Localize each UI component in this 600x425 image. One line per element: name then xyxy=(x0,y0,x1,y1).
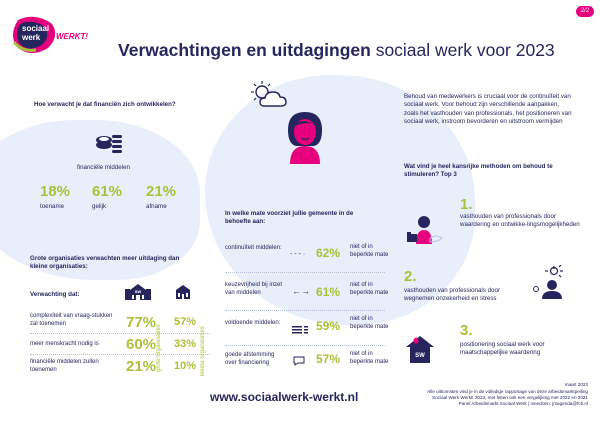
stat-afname: 21% afname xyxy=(146,183,186,211)
stat-gelijk: 61% gelijk xyxy=(92,183,132,211)
large-building-icon: SW xyxy=(125,284,151,305)
needs-row-label: voldoende middelen: xyxy=(225,320,281,326)
retention-item-text: positionering sociaal werk voor maatscha… xyxy=(460,341,545,357)
stat-toename: 18% toename xyxy=(40,183,80,211)
divider xyxy=(225,272,385,273)
dashed-line-icon: - - - · xyxy=(290,251,306,258)
divider xyxy=(30,354,210,355)
needs-row-note: niet of in beperkte mate xyxy=(350,244,389,258)
orgs-row-label: meer menskracht nodig is xyxy=(30,341,99,347)
retention-item-text: vasthouden van professionals door wegnem… xyxy=(404,287,500,303)
logo-text-sociaal: sociaal xyxy=(22,24,50,33)
stat-value: 61% xyxy=(92,183,123,200)
orgs-row-label: financiële middelen zullen toenemen xyxy=(30,359,99,373)
needs-row-note: niet of in beperkte mate xyxy=(350,316,389,330)
orgs-row-big: 77% xyxy=(126,314,157,331)
needs-row-value: 59% xyxy=(316,319,341,333)
needs-row-label: goede afstemming over financiering xyxy=(225,352,275,366)
speech-bubble-icon xyxy=(293,353,305,371)
retention-question: Wat vind je heel kansrijke methoden om b… xyxy=(404,163,553,179)
needs-row-note: niet of in beperkte mate xyxy=(350,351,389,365)
divider xyxy=(225,310,385,311)
stat-label: toename xyxy=(40,203,65,210)
divider xyxy=(225,345,385,346)
orgs-row-big: 60% xyxy=(126,336,157,353)
orgs-row-small: 57% xyxy=(174,316,197,328)
needs-row-value: 62% xyxy=(316,246,341,260)
needs-question: In welke mate voorziet jullie gemeente i… xyxy=(225,210,354,226)
retention-rank: 3. xyxy=(460,322,473,339)
footer-url[interactable]: www.sociaalwerk-werkt.nl xyxy=(210,390,359,404)
coins-icon xyxy=(95,132,123,159)
retention-rank: 1. xyxy=(460,196,473,213)
logo-text-werk: werk xyxy=(22,33,41,42)
stat-label: afname xyxy=(146,203,167,210)
footer-note: Panel Arbeidsmarkt Sociaal Werk | meedoe… xyxy=(458,401,588,406)
retention-item-text: vasthouden van professionals door waarde… xyxy=(460,213,580,229)
page-title-light: sociaal werk voor 2023 xyxy=(375,40,555,60)
needs-row-label: keuzevrijheid bij inzet van middelen xyxy=(225,282,283,296)
footer-date: maart 2023 xyxy=(564,382,588,387)
retention-rank: 2. xyxy=(404,268,417,285)
footer-note: Sociaal Werk Werkt! 2023, met feiten ook… xyxy=(432,395,588,400)
finance-question: Hoe verwacht je dat financiën zich ontwi… xyxy=(34,101,176,108)
logo-tag: WERKT! xyxy=(56,32,88,41)
page-badge: 2/2 xyxy=(576,6,594,17)
orgs-title: Grote organisaties verwachten meer uitda… xyxy=(30,255,180,271)
stat-value: 21% xyxy=(146,183,177,200)
stat-label: gelijk xyxy=(92,203,107,210)
logo: sociaal werk WERKT! xyxy=(12,14,92,56)
sun-cloud-icon xyxy=(246,80,292,115)
orgs-row-label: complexiteit van vraag-stukken zal toene… xyxy=(30,313,113,327)
needs-row-value: 57% xyxy=(316,352,341,366)
col-label-small: kleine organisaties xyxy=(200,326,206,376)
col-label-big: grote organisaties xyxy=(156,324,162,372)
finance-icon-label: financiële middelen xyxy=(77,164,130,171)
footer-note: Alle uitkomsten vind je in de volledige … xyxy=(427,389,588,394)
orgs-row-big: 21% xyxy=(126,358,157,375)
needs-row-label: continuïteit middelen: xyxy=(225,245,282,251)
arrows-icon: ←→ xyxy=(292,286,310,296)
orgs-row-small: 10% xyxy=(174,360,197,372)
person-avatar xyxy=(280,108,330,171)
orgs-subtitle: Verwachting dat: xyxy=(30,291,80,298)
orgs-row-small: 33% xyxy=(174,338,197,350)
needs-row-note: niet of in beperkte mate xyxy=(350,282,389,296)
divider xyxy=(30,333,210,334)
page-title: Verwachtingen en uitdagingen sociaal wer… xyxy=(118,40,555,61)
stat-value: 18% xyxy=(40,183,71,200)
social-work-house-icon: SW xyxy=(404,335,436,370)
list-lines-icon xyxy=(292,321,308,339)
small-building-icon xyxy=(176,285,190,304)
svg-text:SW: SW xyxy=(415,353,425,359)
background-blob-center xyxy=(205,75,475,325)
retention-intro: Behoud van medewerkers is cruciaal voor … xyxy=(404,93,572,126)
page-title-bold: Verwachtingen en uitdagingen xyxy=(118,40,371,60)
svg-text:SW: SW xyxy=(135,289,142,294)
needs-row-value: 61% xyxy=(316,285,341,299)
stressed-person-icon xyxy=(530,264,564,304)
appreciation-icon xyxy=(404,214,444,249)
